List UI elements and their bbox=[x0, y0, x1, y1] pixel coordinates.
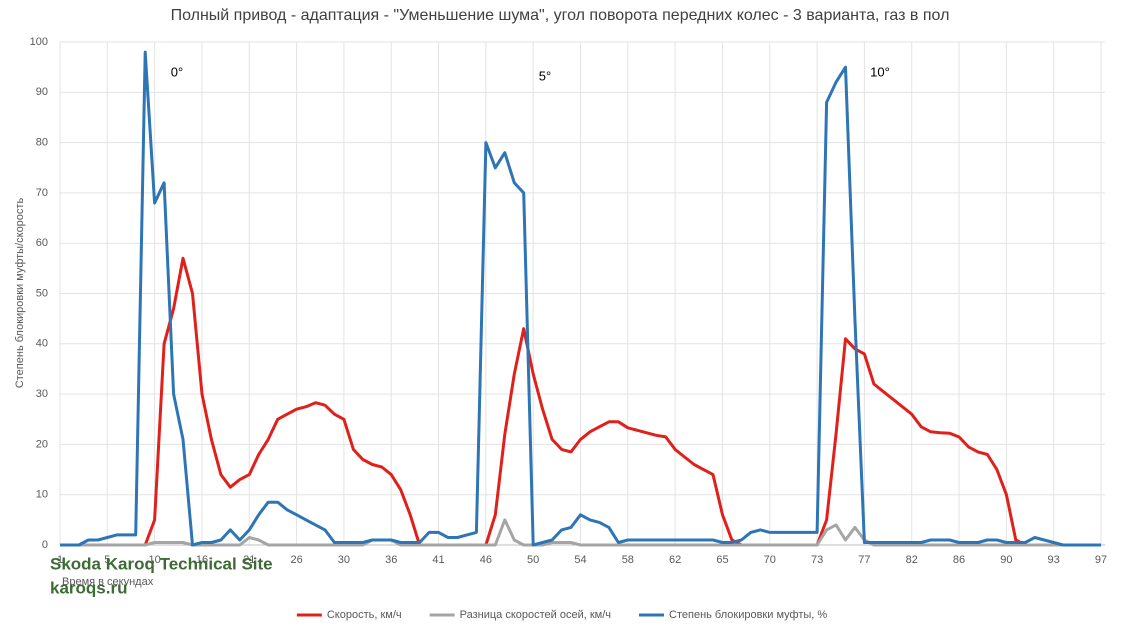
y-tick-label: 100 bbox=[30, 36, 48, 48]
x-tick-label: 70 bbox=[764, 554, 776, 566]
legend-label: Степень блокировки муфты, % bbox=[669, 609, 827, 621]
x-tick-label: 86 bbox=[953, 554, 965, 566]
x-tick-label: 82 bbox=[906, 554, 918, 566]
x-tick-label: 93 bbox=[1048, 554, 1060, 566]
y-tick-label: 70 bbox=[36, 187, 48, 199]
series-line bbox=[60, 50, 1101, 547]
watermark: Skoda Karoq Technical Site bbox=[50, 554, 273, 573]
x-tick-label: 62 bbox=[669, 554, 681, 566]
y-tick-label: 50 bbox=[36, 287, 48, 299]
x-tick-label: 16 bbox=[196, 554, 208, 566]
y-tick-label: 40 bbox=[36, 338, 48, 350]
legend-label: Разница скоростей осей, км/ч bbox=[460, 609, 611, 621]
annotation: 10° bbox=[870, 64, 890, 79]
y-axis-title: Степень блокировки муфты/скорость bbox=[14, 198, 26, 389]
watermark: karoqs.ru bbox=[50, 578, 127, 597]
x-tick-label: 1 bbox=[57, 554, 63, 566]
x-tick-label: 26 bbox=[290, 554, 302, 566]
y-tick-label: 90 bbox=[36, 86, 48, 98]
series-line bbox=[60, 518, 1101, 547]
x-tick-label: 65 bbox=[716, 554, 728, 566]
x-tick-label: 97 bbox=[1095, 554, 1107, 566]
y-tick-label: 60 bbox=[36, 237, 48, 249]
annotation: 0° bbox=[171, 64, 183, 79]
series-line bbox=[60, 256, 1101, 547]
x-tick-label: 41 bbox=[432, 554, 444, 566]
x-tick-label: 50 bbox=[527, 554, 539, 566]
x-tick-label: 54 bbox=[574, 554, 586, 566]
annotation: 5° bbox=[539, 68, 551, 83]
x-axis-title: Время в секундах bbox=[62, 576, 154, 588]
x-tick-label: 10 bbox=[149, 554, 161, 566]
x-tick-label: 21 bbox=[243, 554, 255, 566]
y-tick-label: 30 bbox=[36, 388, 48, 400]
x-tick-label: 90 bbox=[1000, 554, 1012, 566]
x-tick-label: 77 bbox=[858, 554, 870, 566]
x-tick-label: 5 bbox=[104, 554, 110, 566]
y-tick-label: 0 bbox=[42, 539, 48, 551]
x-tick-label: 36 bbox=[385, 554, 397, 566]
x-tick-label: 73 bbox=[811, 554, 823, 566]
legend-label: Скорость, км/ч bbox=[327, 609, 402, 621]
y-tick-label: 80 bbox=[36, 137, 48, 149]
x-tick-label: 30 bbox=[338, 554, 350, 566]
x-tick-label: 46 bbox=[480, 554, 492, 566]
x-tick-label: 58 bbox=[622, 554, 634, 566]
y-tick-label: 20 bbox=[36, 438, 48, 450]
y-tick-label: 10 bbox=[36, 489, 48, 501]
chart-title: Полный привод - адаптация - "Уменьшение … bbox=[171, 7, 950, 24]
